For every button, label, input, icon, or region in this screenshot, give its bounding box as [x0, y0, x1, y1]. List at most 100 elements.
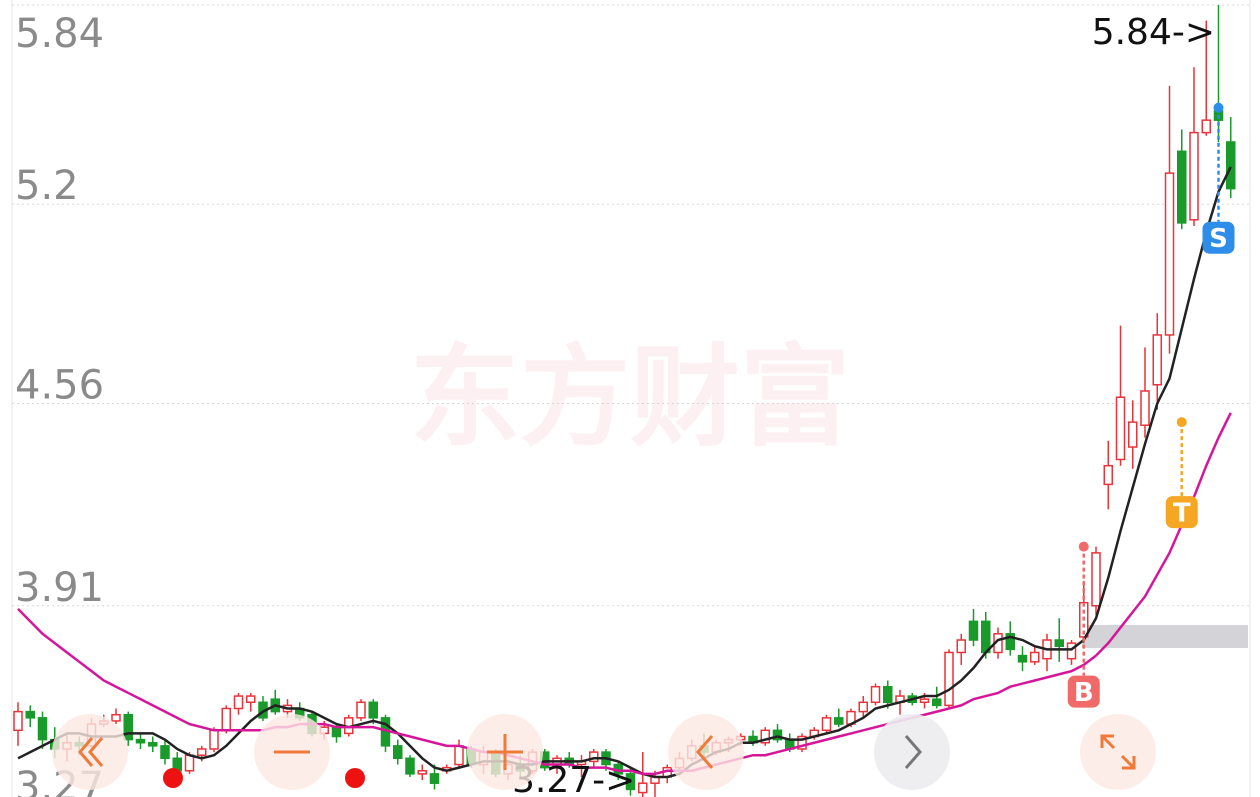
- candle: [1091, 546, 1101, 616]
- candle: [858, 696, 868, 718]
- ma-line: [17, 412, 1232, 776]
- candle-body: [221, 707, 231, 732]
- candle-body: [1030, 651, 1040, 663]
- candle: [625, 767, 636, 796]
- candle-body: [111, 713, 121, 722]
- candle-body: [638, 782, 648, 794]
- expand-button[interactable]: [1080, 714, 1156, 790]
- candle: [13, 702, 23, 746]
- candle: [1066, 640, 1077, 665]
- candle: [1226, 117, 1236, 198]
- candle-body: [246, 695, 256, 704]
- expand-icon: [1100, 734, 1136, 770]
- candle-body: [209, 729, 219, 750]
- candle-body: [1189, 131, 1199, 221]
- signal-label: S: [1209, 224, 1228, 254]
- candle-body: [331, 726, 342, 738]
- candle: [1005, 621, 1015, 656]
- candle: [834, 708, 844, 728]
- candle-body: [944, 651, 954, 707]
- event-dot[interactable]: [345, 768, 365, 788]
- candle: [1128, 400, 1138, 469]
- candle: [1115, 325, 1126, 466]
- candle: [1201, 20, 1211, 136]
- event-dot[interactable]: [163, 768, 183, 788]
- zoom-in-icon: [487, 734, 523, 770]
- candle-body: [160, 745, 170, 760]
- candle-body: [883, 685, 893, 704]
- y-tick-label: 3.91: [15, 565, 104, 611]
- candle: [1164, 85, 1175, 354]
- candle-body: [197, 748, 207, 756]
- candle-body: [821, 717, 832, 732]
- candle-body: [429, 773, 440, 784]
- candle-body: [417, 770, 427, 775]
- candle: [870, 683, 881, 706]
- ma-line: [17, 166, 1232, 779]
- candle: [797, 733, 807, 753]
- candle: [1177, 129, 1187, 230]
- candle-body: [834, 717, 844, 725]
- candle-body: [135, 738, 146, 744]
- signal-label: B: [1074, 678, 1094, 708]
- candle: [417, 764, 427, 781]
- candle-body: [772, 729, 783, 741]
- candle-body: [25, 710, 35, 719]
- candle-body: [589, 751, 599, 763]
- candle-body: [1066, 642, 1077, 660]
- candle: [135, 733, 146, 749]
- candle-body: [405, 757, 415, 775]
- prev-icon: [696, 735, 714, 769]
- candle-body: [797, 735, 807, 750]
- candle-body: [1115, 396, 1126, 461]
- candle: [148, 736, 158, 753]
- candle-body: [1152, 334, 1162, 386]
- candle-body: [37, 717, 48, 741]
- candle-body: [123, 713, 133, 741]
- candle-body: [368, 701, 378, 719]
- candle-body: [760, 729, 770, 744]
- candle: [1017, 646, 1028, 672]
- candle-body: [981, 620, 991, 654]
- candle-body: [13, 710, 23, 732]
- candle: [111, 708, 121, 725]
- signal-badge: [1165, 496, 1198, 529]
- candle-body: [184, 754, 195, 772]
- candle: [405, 755, 415, 777]
- candle-body: [1140, 390, 1150, 426]
- candle-body: [1201, 119, 1211, 134]
- candle: [1189, 67, 1199, 227]
- candle: [1152, 313, 1162, 410]
- candle-body: [858, 701, 868, 713]
- candle-body: [919, 698, 930, 704]
- candle-body: [552, 757, 562, 769]
- candle: [160, 739, 170, 765]
- y-tick-label: 4.56: [15, 362, 104, 408]
- candle-body: [1103, 464, 1113, 486]
- candle-body: [1005, 633, 1015, 651]
- candle-body: [1128, 421, 1138, 448]
- candle-body: [233, 695, 244, 710]
- candle: [393, 739, 403, 765]
- y-tick-label: 5.84: [15, 11, 104, 57]
- rewind-icon: [78, 737, 104, 767]
- y-tick-label: 5.2: [15, 163, 79, 209]
- candle: [380, 714, 391, 753]
- candle-body: [1054, 639, 1064, 647]
- candle-body: [393, 745, 403, 760]
- candle: [233, 692, 244, 715]
- candle-body: [968, 620, 979, 641]
- candle: [638, 752, 648, 797]
- candle: [944, 649, 954, 709]
- next-button[interactable]: [874, 714, 950, 790]
- candle: [1030, 646, 1040, 665]
- prev-button[interactable]: [668, 714, 744, 790]
- candle-body: [870, 685, 881, 704]
- signal-dot: [1213, 102, 1224, 113]
- signal-badge: [1202, 221, 1235, 254]
- signal-dot: [1078, 541, 1089, 552]
- candle-body: [1226, 141, 1236, 190]
- candle-body: [1177, 150, 1187, 224]
